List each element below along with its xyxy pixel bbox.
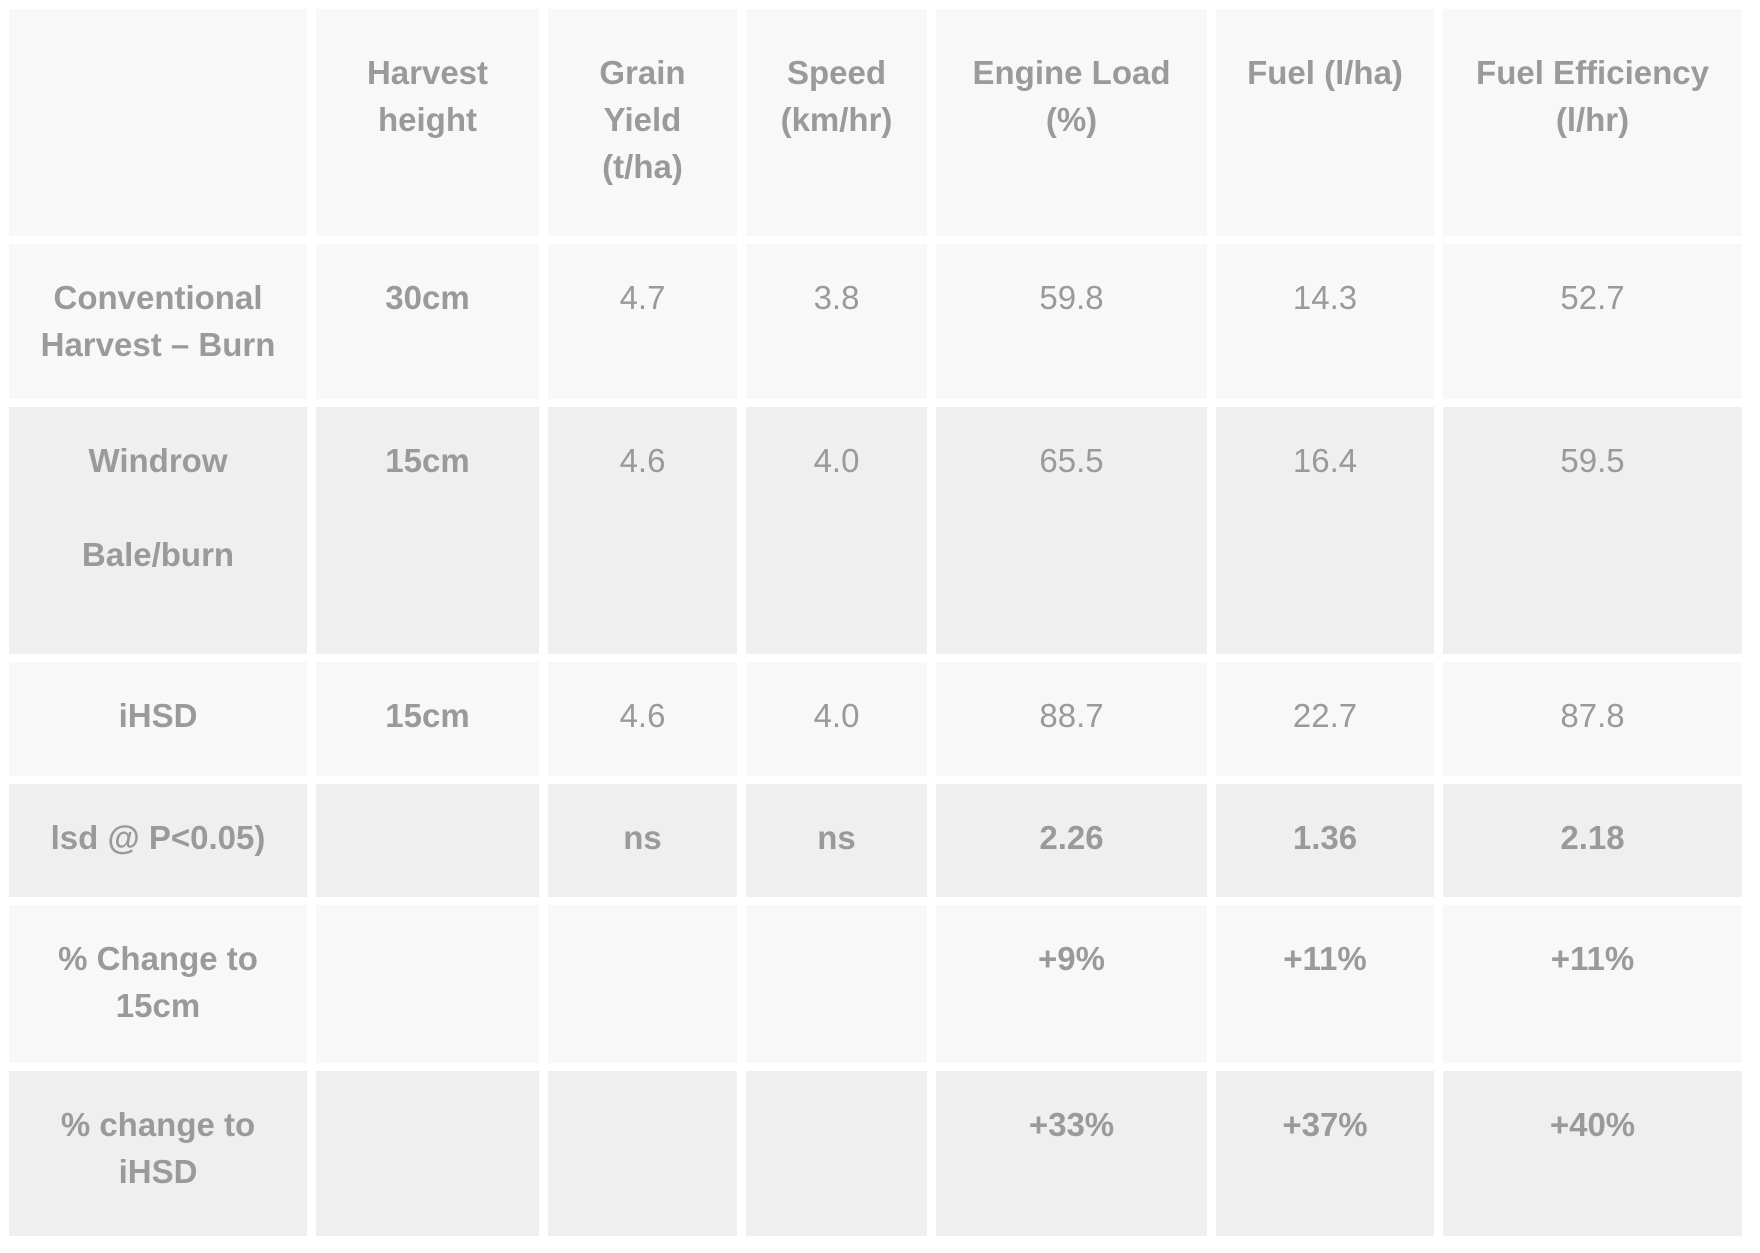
table-cell bbox=[316, 784, 539, 897]
row-label: iHSD bbox=[9, 662, 307, 776]
header-cell-speed: Speed (km/hr) bbox=[746, 9, 927, 236]
header-cell-fuel: Fuel (l/ha) bbox=[1216, 9, 1434, 236]
header-cell-row-label bbox=[9, 9, 307, 236]
table-cell: 15cm bbox=[316, 662, 539, 776]
table-cell: 59.8 bbox=[936, 244, 1207, 399]
table-cell bbox=[548, 905, 737, 1063]
table-cell: 4.6 bbox=[548, 407, 737, 654]
header-row: Harvest height Grain Yield (t/ha) Speed … bbox=[9, 9, 1742, 236]
table-cell: 4.6 bbox=[548, 662, 737, 776]
header-cell-grain-yield: Grain Yield (t/ha) bbox=[548, 9, 737, 236]
table-cell: 30cm bbox=[316, 244, 539, 399]
row-label: lsd @ P<0.05) bbox=[9, 784, 307, 897]
header-cell-harvest-height: Harvest height bbox=[316, 9, 539, 236]
table-cell: +11% bbox=[1443, 905, 1742, 1063]
table-cell bbox=[316, 1071, 539, 1236]
table-cell: 4.7 bbox=[548, 244, 737, 399]
row-label: Windrow Bale/burn bbox=[9, 407, 307, 654]
table-cell: 2.18 bbox=[1443, 784, 1742, 897]
table-cell bbox=[746, 905, 927, 1063]
table-cell: +40% bbox=[1443, 1071, 1742, 1236]
row-pct-change-ihsd: % change to iHSD +33% +37% +40% bbox=[9, 1071, 1742, 1236]
table-cell: ns bbox=[746, 784, 927, 897]
table-cell: 1.36 bbox=[1216, 784, 1434, 897]
table-cell: +37% bbox=[1216, 1071, 1434, 1236]
table-cell: 87.8 bbox=[1443, 662, 1742, 776]
table-cell: 4.0 bbox=[746, 407, 927, 654]
table-cell: 2.26 bbox=[936, 784, 1207, 897]
table-cell: 52.7 bbox=[1443, 244, 1742, 399]
row-windrow-bale-burn: Windrow Bale/burn 15cm 4.6 4.0 65.5 16.4… bbox=[9, 407, 1742, 654]
table-cell bbox=[316, 905, 539, 1063]
table-cell bbox=[746, 1071, 927, 1236]
header-cell-fuel-efficiency: Fuel Efficiency (l/hr) bbox=[1443, 9, 1742, 236]
table-cell: 3.8 bbox=[746, 244, 927, 399]
table-cell bbox=[548, 1071, 737, 1236]
table-cell: +11% bbox=[1216, 905, 1434, 1063]
table-cell: +33% bbox=[936, 1071, 1207, 1236]
table-cell: 15cm bbox=[316, 407, 539, 654]
row-label: Conventional Harvest – Burn bbox=[9, 244, 307, 399]
table-cell: 65.5 bbox=[936, 407, 1207, 654]
row-conventional-harvest-burn: Conventional Harvest – Burn 30cm 4.7 3.8… bbox=[9, 244, 1742, 399]
table-cell: 14.3 bbox=[1216, 244, 1434, 399]
row-lsd: lsd @ P<0.05) ns ns 2.26 1.36 2.18 bbox=[9, 784, 1742, 897]
row-ihsd: iHSD 15cm 4.6 4.0 88.7 22.7 87.8 bbox=[9, 662, 1742, 776]
table-cell: 22.7 bbox=[1216, 662, 1434, 776]
table-cell: 16.4 bbox=[1216, 407, 1434, 654]
header-cell-engine-load: Engine Load (%) bbox=[936, 9, 1207, 236]
table-cell: 88.7 bbox=[936, 662, 1207, 776]
table-cell: +9% bbox=[936, 905, 1207, 1063]
table-cell: ns bbox=[548, 784, 737, 897]
table-cell: 4.0 bbox=[746, 662, 927, 776]
table-cell: 59.5 bbox=[1443, 407, 1742, 654]
row-label: % Change to 15cm bbox=[9, 905, 307, 1063]
row-label: % change to iHSD bbox=[9, 1071, 307, 1236]
row-pct-change-15cm: % Change to 15cm +9% +11% +11% bbox=[9, 905, 1742, 1063]
